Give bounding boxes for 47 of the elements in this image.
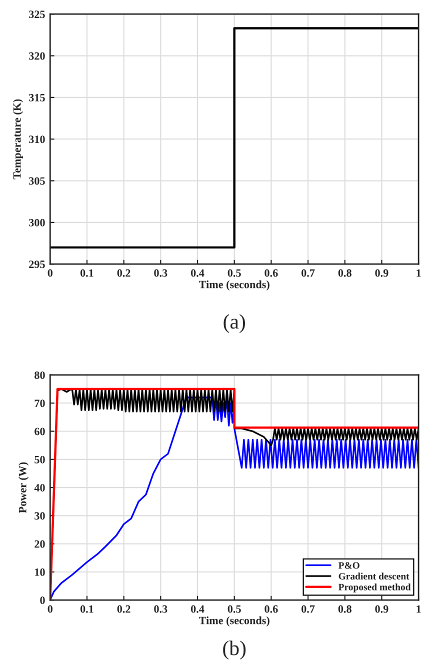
y-tick-label: 295	[29, 260, 45, 268]
legend-label: Gradient descent	[338, 572, 410, 580]
y-tick-label: 60	[34, 428, 45, 436]
x-tick-label: 1	[416, 269, 421, 277]
x-tick-label: 0.3	[154, 269, 168, 277]
x-tick-label: 0	[48, 605, 52, 613]
x-tick-label: 0.6	[264, 605, 278, 613]
y-tick-label: 320	[29, 52, 45, 60]
legend-label: P&O	[338, 562, 360, 569]
y-tick-label: 325	[29, 10, 45, 18]
y-tick-label: 30	[34, 512, 45, 520]
y-axis-title: Power (W)	[18, 462, 29, 514]
text: (a)	[224, 314, 245, 333]
y-tick-label: 20	[34, 540, 45, 548]
x-tick-label: 0.3	[154, 605, 168, 613]
x-tick-label: 0.6	[264, 269, 278, 277]
y-tick-label: 70	[34, 400, 45, 408]
x-tick-label: 0.4	[190, 605, 204, 613]
x-tick-label: 0.9	[375, 269, 388, 277]
y-tick-label: 310	[29, 136, 45, 144]
x-tick-label: 0.5	[228, 605, 241, 613]
y-tick-label: 10	[35, 568, 45, 576]
x-tick-label: 0.8	[338, 269, 352, 277]
x-axis-title: Time (seconds)	[198, 280, 270, 290]
y-axis-title: Temperature (K)	[12, 99, 24, 180]
x-tick-label: 0.7	[302, 269, 315, 277]
x-tick-label: 0	[48, 269, 52, 277]
y-tick-label: 315	[29, 94, 45, 102]
x-tick-label: 0.1	[80, 269, 94, 277]
y-tick-label: 300	[29, 218, 45, 226]
y-tick-label: 305	[29, 177, 45, 185]
x-tick-label: 0.5	[228, 269, 241, 277]
y-tick-label: 50	[34, 456, 45, 464]
y-tick-label: 80	[34, 371, 45, 379]
x-tick-label: 1	[416, 605, 421, 613]
legend-label: Proposed method	[338, 584, 411, 592]
x-axis-title: Time (seconds)	[198, 616, 270, 626]
x-tick-label: 0.8	[338, 605, 352, 613]
x-tick-label: 0.7	[302, 605, 315, 613]
x-tick-label: 0.2	[117, 605, 130, 613]
y-tick-label: 0	[40, 596, 45, 604]
x-tick-label: 0.9	[375, 605, 388, 613]
x-tick-label: 0.1	[80, 605, 94, 613]
y-tick-label: 40	[34, 484, 45, 492]
text: (b)	[223, 640, 246, 660]
x-tick-label: 0.2	[117, 269, 130, 277]
x-tick-label: 0.4	[190, 269, 204, 277]
